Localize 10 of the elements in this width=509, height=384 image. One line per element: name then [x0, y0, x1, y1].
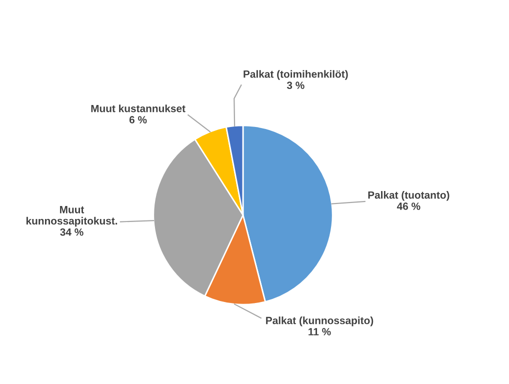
slice-label: Muut kustannukset — [91, 104, 186, 112]
slice-label: Palkat (tuotanto) — [368, 191, 450, 201]
slice-label: Muut kunnossapitokust. — [26, 206, 118, 227]
data-label: 34 % — [60, 228, 84, 236]
data-label: 6 % — [129, 116, 147, 124]
data-label: 3 % — [286, 82, 304, 90]
slice-label: Palkat (toimihenkilöt) — [244, 70, 348, 80]
data-label: 46 % — [396, 202, 420, 210]
slice-label: Palkat (kunnossapito) — [266, 316, 374, 326]
data-label: 11 % — [308, 328, 331, 336]
